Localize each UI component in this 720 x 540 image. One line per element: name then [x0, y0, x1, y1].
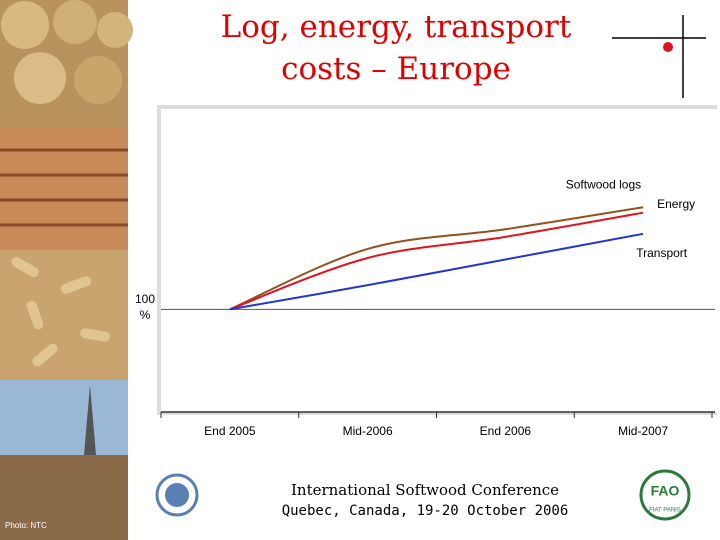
footer-place: Quebec, Canada, 19-20 October 2006: [282, 503, 569, 519]
un-emblem: [155, 473, 199, 517]
log: [53, 0, 97, 44]
log: [74, 56, 122, 104]
photo-house: [0, 455, 128, 540]
x-tick-label: End 2006: [480, 424, 532, 438]
plot-area: [161, 109, 717, 412]
series-label: Transport: [636, 246, 688, 260]
series-label: Energy: [657, 197, 695, 211]
photo-pellets: [0, 250, 128, 380]
chart-title: Log, energy, transport costs – Europe: [221, 9, 572, 87]
plank-lines: [0, 148, 128, 227]
fao-motto: FIAT PANIS: [649, 508, 681, 514]
un-emblem-globe: [165, 483, 189, 507]
x-tick-label: Mid-2007: [618, 424, 668, 438]
log: [14, 52, 66, 104]
x-tick-label: End 2005: [204, 424, 256, 438]
pellets: [11, 257, 110, 367]
fao-name: FAO: [651, 483, 680, 499]
fao-logo: [639, 469, 691, 521]
photo-credit: Photo: NTC: [5, 521, 47, 530]
x-tick-label: Mid-2006: [343, 424, 393, 438]
log: [1, 1, 49, 49]
log: [97, 12, 133, 48]
tower: [84, 385, 96, 455]
deco-dot: [663, 42, 673, 52]
series-line: [229, 206, 644, 311]
footer-conference: International Softwood Conference: [291, 481, 559, 499]
series-line: [229, 232, 644, 311]
photo-sky: [0, 380, 128, 460]
photo-planks: [0, 128, 128, 250]
series-line: [229, 211, 644, 311]
series-label: Softwood logs: [566, 177, 641, 191]
y-tick-label: 100 %: [134, 292, 156, 323]
